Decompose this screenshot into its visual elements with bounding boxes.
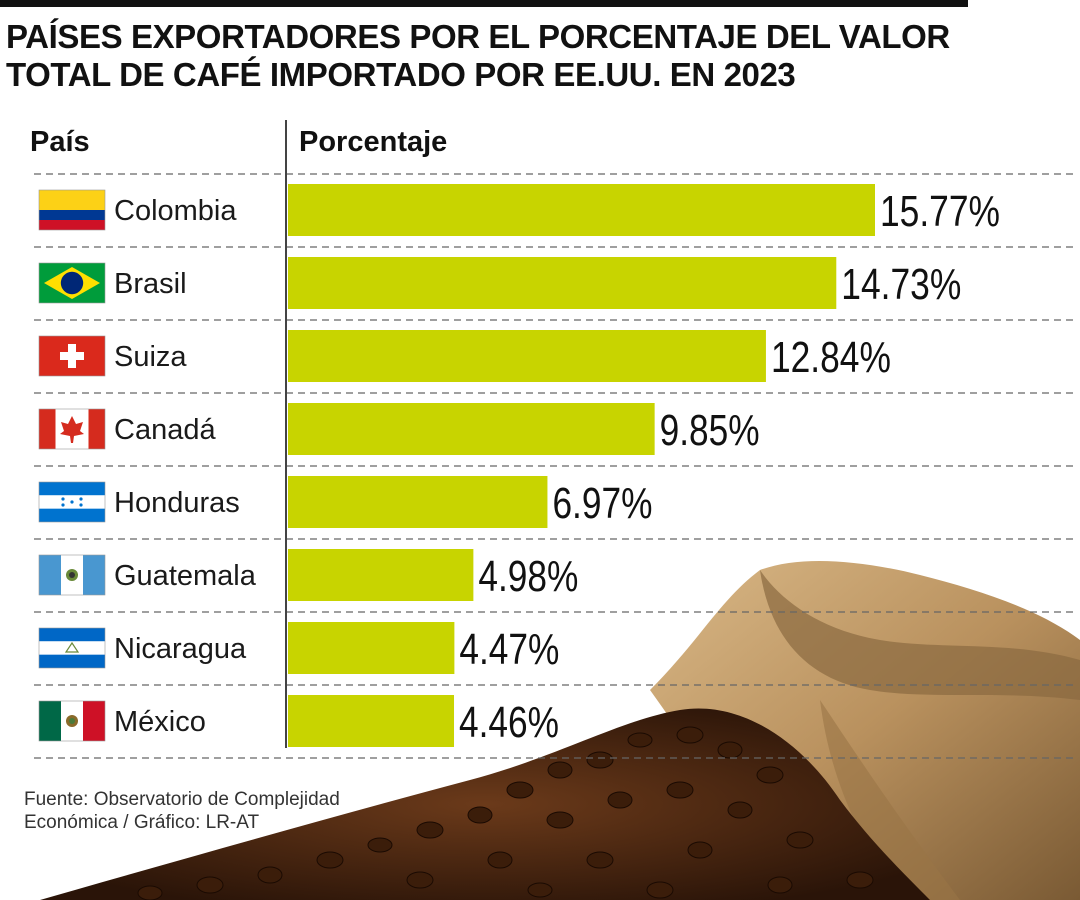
value-label: 6.97% <box>552 479 652 528</box>
value-label: 14.73% <box>841 260 961 309</box>
source-line-1: Fuente: Observatorio de Complejidad <box>24 789 340 810</box>
bar <box>288 330 766 382</box>
switzerland-flag-icon <box>38 335 106 377</box>
bar <box>288 184 875 236</box>
country-column-header: País <box>30 126 90 158</box>
chart-title: PAÍSES EXPORTADORES POR EL PORCENTAJE DE… <box>6 18 1006 94</box>
source-line-2: Económica / Gráfico: LR-AT <box>24 812 260 833</box>
axis-divider-line <box>285 120 287 748</box>
country-label: Guatemala <box>114 560 257 592</box>
bar <box>288 403 655 455</box>
country-label: Brasil <box>114 268 187 300</box>
source-note: Fuente: Observatorio de Complejidad Econ… <box>24 788 340 834</box>
guatemala-flag-icon <box>38 554 106 596</box>
title-line-1: PAÍSES EXPORTADORES POR EL PORCENTAJE DE… <box>6 18 950 55</box>
sack-fold <box>760 570 1080 700</box>
title-line-2: TOTAL DE CAFÉ IMPORTADO POR EE.UU. EN 20… <box>6 56 796 93</box>
percentage-column-header: Porcentaje <box>299 126 448 158</box>
value-label: 4.98% <box>478 552 578 601</box>
country-label: Honduras <box>114 487 240 519</box>
top-rule <box>0 0 968 7</box>
mexico-flag-icon <box>38 700 106 742</box>
country-label: México <box>114 706 206 738</box>
country-label: Canadá <box>114 414 216 446</box>
nicaragua-flag-icon <box>38 627 106 669</box>
brazil-flag-icon <box>38 262 106 304</box>
colombia-flag-icon <box>38 189 106 231</box>
value-label: 9.85% <box>660 406 760 455</box>
honduras-flag-icon <box>38 481 106 523</box>
country-label: Colombia <box>114 195 237 227</box>
country-label: Suiza <box>114 341 187 373</box>
canada-flag-icon <box>38 408 106 450</box>
bar <box>288 622 455 674</box>
value-label: 4.47% <box>459 625 559 674</box>
value-label: 15.77% <box>880 187 1000 236</box>
bar <box>288 257 837 309</box>
value-label: 4.46% <box>459 698 559 747</box>
bar <box>288 695 455 747</box>
value-label: 12.84% <box>771 333 891 382</box>
country-label: Nicaragua <box>114 633 247 665</box>
bar <box>288 476 548 528</box>
bar <box>288 549 474 601</box>
bean-texture <box>137 726 874 900</box>
